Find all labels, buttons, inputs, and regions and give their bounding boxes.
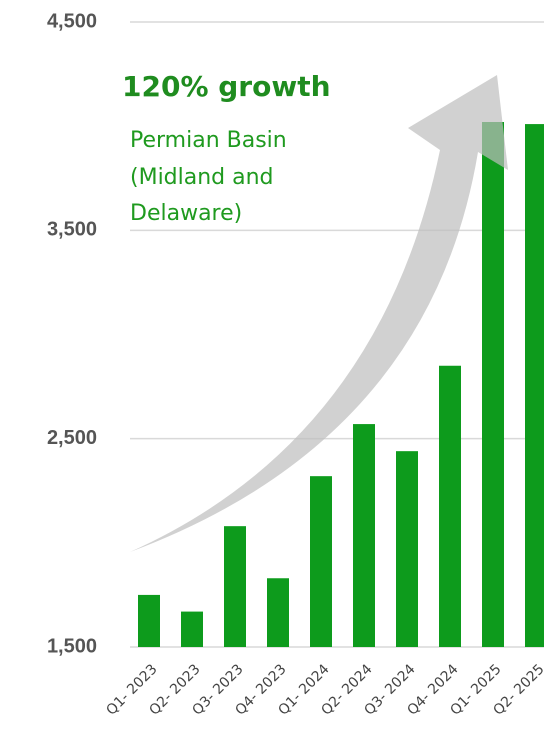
growth-arrow	[130, 75, 508, 552]
bar	[181, 611, 203, 647]
y-tick-label: 3,500	[47, 219, 97, 241]
bar	[396, 451, 418, 647]
bar	[224, 526, 246, 647]
subtitle-line: Delaware)	[130, 201, 242, 226]
bar	[353, 424, 375, 647]
chart-title: 120% growth	[122, 70, 331, 103]
bar	[267, 578, 289, 647]
bar	[525, 124, 544, 648]
bar	[482, 122, 504, 647]
subtitle-line: Permian Basin	[130, 128, 287, 153]
y-tick-label: 4,500	[47, 10, 97, 32]
subtitle-line: (Midland and	[130, 165, 274, 190]
bar	[310, 476, 332, 647]
bar	[439, 365, 461, 647]
y-tick-label: 1,500	[47, 635, 97, 657]
y-tick-label: 2,500	[47, 427, 97, 449]
bar	[138, 594, 160, 647]
